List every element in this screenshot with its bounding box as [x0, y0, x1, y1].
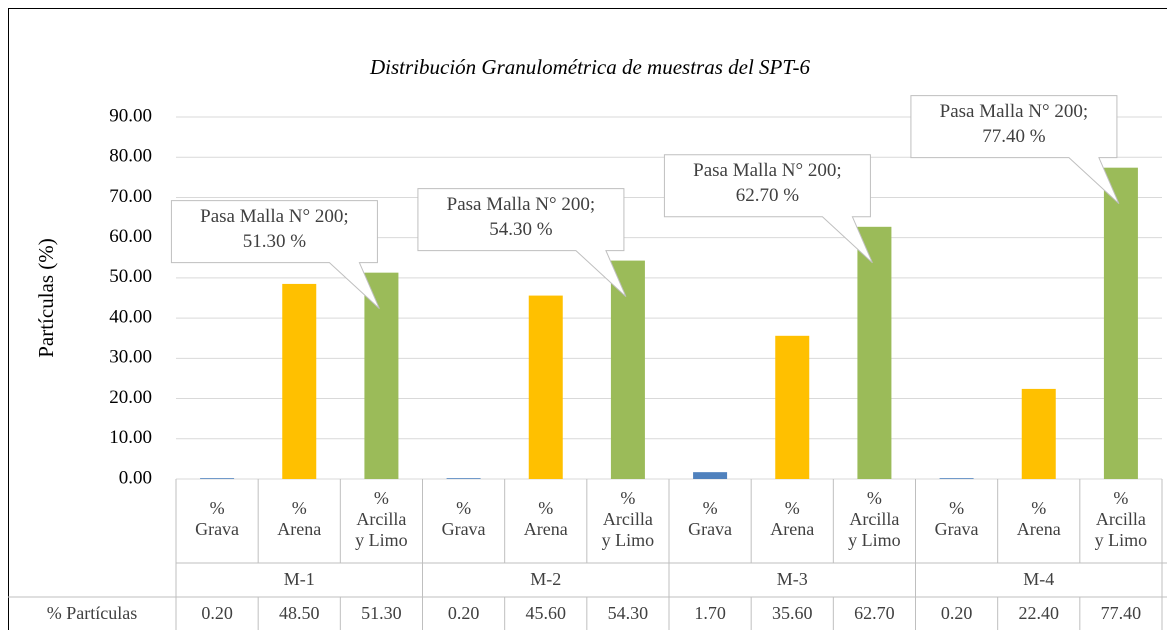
bar [693, 472, 728, 479]
x-tick-label: % [867, 488, 882, 508]
x-tick-label: y Limo [1095, 530, 1148, 550]
y-tick-label: 10.00 [109, 427, 152, 448]
bar [1103, 167, 1138, 479]
callout-text: Pasa Malla N° 200; [447, 194, 596, 215]
bar [200, 478, 235, 479]
x-tick-label: Grava [935, 519, 979, 539]
y-tick-label: 90.00 [109, 105, 152, 126]
x-tick-label: % [374, 488, 389, 508]
bar [364, 272, 399, 479]
x-tick-label: % [785, 498, 800, 518]
group-label: M-2 [530, 569, 561, 589]
y-tick-label: 50.00 [109, 266, 152, 287]
table-value: 62.70 [854, 603, 895, 623]
bar [857, 226, 892, 479]
x-tick-label: Grava [195, 519, 239, 539]
callout [910, 95, 1120, 205]
frame [8, 8, 1167, 630]
table-value: 45.60 [526, 603, 567, 623]
table-value: 77.40 [1101, 603, 1142, 623]
x-tick-label: Arena [1017, 519, 1061, 539]
y-tick-label: 70.00 [109, 186, 152, 207]
x-tick-label: y Limo [355, 530, 408, 550]
x-tick-label: Grava [442, 519, 486, 539]
x-tick-label: % [210, 498, 225, 518]
x-tick-label: Arena [524, 519, 568, 539]
y-axis-label: Partículas (%) [34, 238, 58, 358]
x-tick-label: Arena [770, 519, 814, 539]
x-tick-label: % [292, 498, 307, 518]
callout [170, 200, 380, 310]
x-tick-label: % [1031, 498, 1046, 518]
x-tick-label: % [1113, 488, 1128, 508]
bar [610, 260, 645, 479]
table-value: 51.30 [361, 603, 402, 623]
callout-text: 77.40 % [982, 126, 1046, 147]
bar [528, 295, 563, 479]
callout-text: Pasa Malla N° 200; [940, 101, 1089, 122]
table-value: 35.60 [772, 603, 813, 623]
y-tick-label: 30.00 [109, 347, 152, 368]
x-tick-label: Arcilla [356, 509, 406, 529]
x-tick-label: Arcilla [849, 509, 899, 529]
callout-text: Pasa Malla N° 200; [200, 206, 349, 227]
x-tick-label: y Limo [848, 530, 901, 550]
y-tick-label: 60.00 [109, 226, 152, 247]
x-tick-label: y Limo [602, 530, 655, 550]
group-label: M-4 [1023, 569, 1054, 589]
x-tick-label: % [703, 498, 718, 518]
callout-text: 62.70 % [736, 185, 800, 206]
table-value: 22.40 [1019, 603, 1060, 623]
chart-title: Distribución Granulométrica de muestras … [369, 55, 810, 79]
table-value: 0.20 [448, 603, 480, 623]
table-value: 54.30 [608, 603, 649, 623]
table-value: 1.70 [694, 603, 726, 623]
group-label: M-1 [284, 569, 315, 589]
y-tick-label: 40.00 [109, 306, 152, 327]
series-name: % Partículas [47, 603, 137, 623]
table-value: 48.50 [279, 603, 320, 623]
x-tick-label: % [620, 488, 635, 508]
callout [663, 154, 873, 264]
table-value: 0.20 [201, 603, 233, 623]
x-tick-label: % [456, 498, 471, 518]
x-tick-label: Arcilla [603, 509, 653, 529]
group-label: M-3 [777, 569, 808, 589]
callout-text: 54.30 % [489, 219, 553, 240]
callout-text: Pasa Malla N° 200; [693, 160, 842, 181]
x-tick-label: Grava [688, 519, 732, 539]
x-tick-label: % [949, 498, 964, 518]
bar [446, 478, 481, 479]
callout-text: 51.30 % [243, 231, 307, 252]
bar [1021, 388, 1056, 479]
x-tick-label: % [538, 498, 553, 518]
x-tick-label: Arcilla [1096, 509, 1146, 529]
y-tick-label: 0.00 [119, 467, 152, 488]
y-tick-label: 20.00 [109, 387, 152, 408]
callout [417, 188, 627, 297]
x-tick-label: Arena [277, 519, 321, 539]
bar [939, 478, 974, 479]
bar [282, 283, 317, 479]
y-tick-label: 80.00 [109, 146, 152, 167]
bar [775, 335, 810, 479]
table-value: 0.20 [941, 603, 973, 623]
